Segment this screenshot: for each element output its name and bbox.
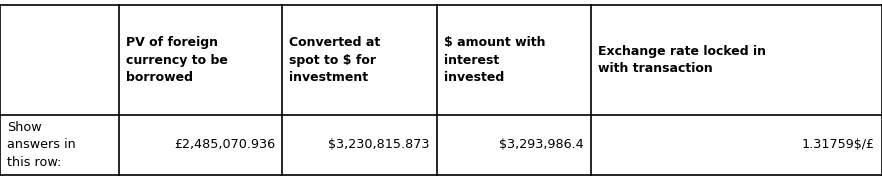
Text: $3,230,815.873: $3,230,815.873	[328, 138, 430, 151]
Text: Exchange rate locked in
with transaction: Exchange rate locked in with transaction	[598, 45, 766, 75]
Text: $ amount with
interest
invested: $ amount with interest invested	[444, 36, 545, 84]
Text: $3,293,986.4: $3,293,986.4	[499, 138, 584, 151]
Text: Show
answers in
this row:: Show answers in this row:	[7, 121, 76, 169]
Text: PV of foreign
currency to be
borrowed: PV of foreign currency to be borrowed	[126, 36, 228, 84]
Text: 1.31759$/£: 1.31759$/£	[802, 138, 875, 151]
Text: Converted at
spot to $ for
investment: Converted at spot to $ for investment	[289, 36, 380, 84]
Text: £2,485,070.936: £2,485,070.936	[174, 138, 275, 151]
